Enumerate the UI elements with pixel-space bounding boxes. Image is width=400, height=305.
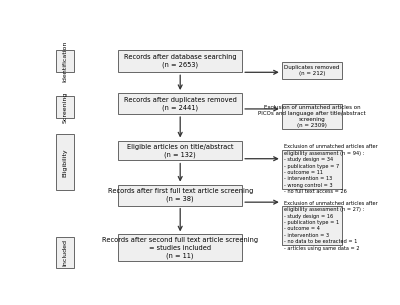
- Text: Exclusion of unmatched articles on
PICOs and language after title/abstract
scree: Exclusion of unmatched articles on PICOs…: [258, 105, 366, 128]
- FancyBboxPatch shape: [118, 141, 242, 160]
- Text: Exclusion of unmatched articles after
eligibility assessment (n = 27) :
- study : Exclusion of unmatched articles after el…: [284, 201, 378, 250]
- Text: Identification: Identification: [62, 41, 67, 82]
- FancyBboxPatch shape: [282, 150, 342, 189]
- Text: Records after second full text article screening
= studies included
(n = 11): Records after second full text article s…: [102, 237, 258, 259]
- Text: Eligibility: Eligibility: [62, 148, 67, 177]
- FancyBboxPatch shape: [56, 134, 74, 190]
- FancyBboxPatch shape: [56, 96, 74, 118]
- FancyBboxPatch shape: [282, 206, 342, 245]
- Text: Records after database searching
(n = 2653): Records after database searching (n = 26…: [124, 54, 236, 68]
- FancyBboxPatch shape: [118, 185, 242, 206]
- FancyBboxPatch shape: [282, 104, 342, 129]
- Text: Included: Included: [62, 239, 67, 266]
- Text: Screening: Screening: [62, 92, 67, 123]
- FancyBboxPatch shape: [118, 50, 242, 72]
- FancyBboxPatch shape: [118, 93, 242, 114]
- FancyBboxPatch shape: [56, 50, 74, 72]
- Text: Records after first full text article screening
(n = 38): Records after first full text article sc…: [108, 188, 253, 202]
- Text: Exclusion of unmatched articles after
eligibility assessment (n = 94) :
- study : Exclusion of unmatched articles after el…: [284, 144, 378, 194]
- FancyBboxPatch shape: [282, 62, 342, 80]
- FancyBboxPatch shape: [118, 235, 242, 261]
- Text: Duplicates removed
(n = 212): Duplicates removed (n = 212): [284, 65, 340, 76]
- Text: Records after duplicates removed
(n = 2441): Records after duplicates removed (n = 24…: [124, 96, 237, 110]
- FancyBboxPatch shape: [56, 237, 74, 268]
- Text: Eligible articles on title/abstract
(n = 132): Eligible articles on title/abstract (n =…: [127, 143, 234, 157]
